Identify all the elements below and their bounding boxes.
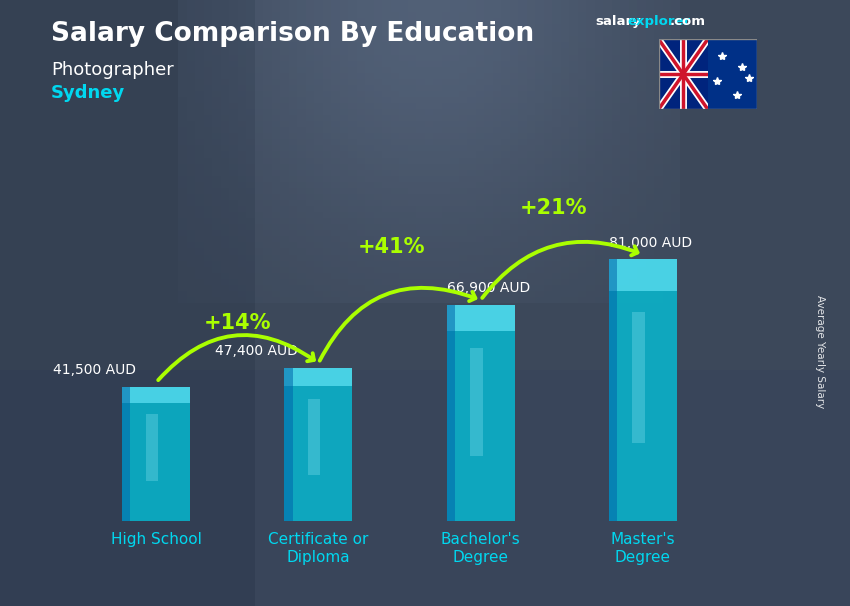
Text: Average Yearly Salary: Average Yearly Salary [815,295,825,408]
Text: +41%: +41% [358,237,425,257]
Text: +21%: +21% [519,198,587,218]
Bar [309,399,320,475]
Bar [446,305,455,521]
Bar [632,311,644,442]
Text: Sydney: Sydney [51,84,125,102]
Text: .com: .com [670,15,706,28]
Bar [122,387,190,403]
Text: explorer: explorer [627,15,690,28]
Text: salary: salary [595,15,641,28]
Bar [470,348,483,456]
Bar [146,414,158,481]
Bar [707,39,756,109]
Text: 66,900 AUD: 66,900 AUD [447,281,530,295]
Text: 81,000 AUD: 81,000 AUD [609,236,692,250]
Bar [285,368,353,521]
Bar [609,259,677,291]
Text: 41,500 AUD: 41,500 AUD [54,364,136,378]
Bar [446,305,514,331]
Bar [122,387,190,521]
Bar [609,259,617,521]
Bar [285,368,292,521]
Bar [446,305,514,521]
Bar [285,368,353,387]
Text: Photographer: Photographer [51,61,173,79]
Bar [122,387,131,521]
Text: Salary Comparison By Education: Salary Comparison By Education [51,21,534,47]
Bar [609,259,677,521]
Text: +14%: +14% [204,313,271,333]
Text: 47,400 AUD: 47,400 AUD [215,344,298,358]
